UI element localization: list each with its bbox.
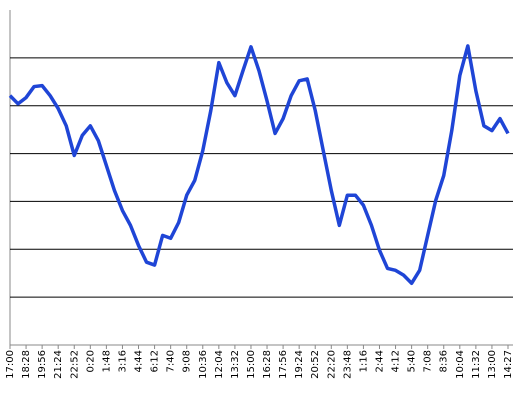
x-tick-label: 2:44 bbox=[374, 350, 385, 372]
x-tick-label: 7:40 bbox=[166, 350, 177, 372]
x-tick-label: 4:12 bbox=[391, 350, 402, 372]
x-tick-label: 0:20 bbox=[85, 350, 96, 372]
x-tick-label: 5:40 bbox=[407, 350, 418, 372]
x-tick-label: 23:48 bbox=[342, 350, 353, 379]
data-line bbox=[8, 44, 510, 286]
x-tick-label: 13:32 bbox=[230, 350, 241, 379]
x-tick-label: 21:24 bbox=[53, 350, 64, 379]
x-tick-label: 1:48 bbox=[101, 350, 112, 372]
x-tick-label: 19:24 bbox=[294, 350, 305, 379]
x-tick-label: 8:36 bbox=[439, 350, 450, 372]
x-tick-label: 22:52 bbox=[69, 350, 80, 379]
x-tick-label: 10:04 bbox=[455, 350, 466, 379]
x-tick-label: 12:04 bbox=[214, 350, 225, 379]
x-tick-label: 4:44 bbox=[134, 350, 145, 372]
x-tick-label: 22:20 bbox=[326, 350, 337, 379]
x-tick-label: 17:00 bbox=[5, 350, 16, 379]
x-tick-label: 11:32 bbox=[471, 350, 482, 379]
x-tick-label: 7:08 bbox=[423, 350, 434, 372]
x-tick-label: 1:16 bbox=[358, 350, 369, 372]
x-tick-label: 17:56 bbox=[278, 350, 289, 379]
x-tick-label: 16:28 bbox=[262, 350, 273, 379]
x-tick-label: 6:12 bbox=[150, 350, 161, 372]
x-tick-label: 20:52 bbox=[310, 350, 321, 379]
x-tick-label: 9:08 bbox=[182, 350, 193, 372]
x-tick-label: 15:00 bbox=[246, 350, 257, 379]
x-tick-label: 18:28 bbox=[21, 350, 32, 379]
x-tick-label: 3:16 bbox=[117, 350, 128, 372]
x-tick-label: 13:00 bbox=[487, 350, 498, 379]
x-tick-label: 19:56 bbox=[37, 350, 48, 379]
x-tick-label: 14:27 bbox=[503, 350, 514, 379]
x-tick-label: 10:36 bbox=[198, 350, 209, 379]
